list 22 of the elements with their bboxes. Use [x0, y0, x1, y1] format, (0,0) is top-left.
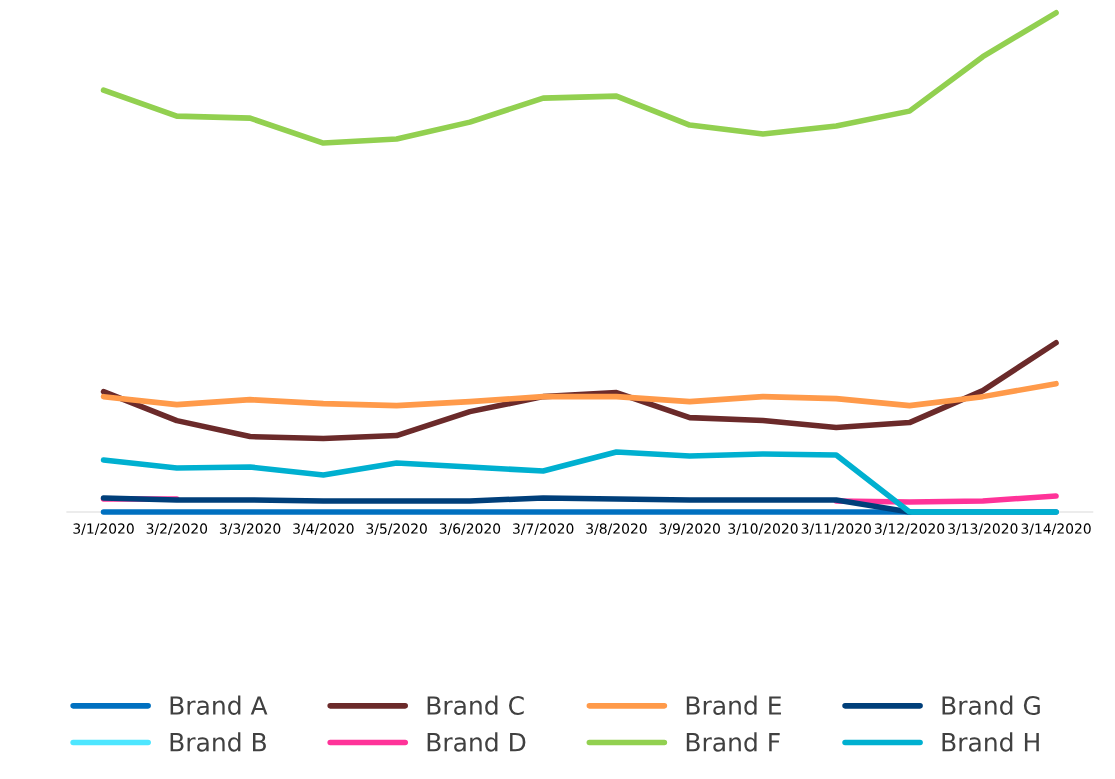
- x-tick-label: 3/6/2020: [439, 523, 501, 535]
- x-tick-label: 3/8/2020: [586, 523, 647, 535]
- x-tick-label: 3/4/2020: [293, 523, 354, 535]
- x-tick-label: 3/2/2020: [146, 523, 208, 535]
- x-tick-label: 3/14/2020: [1021, 523, 1091, 535]
- x-tick-label: 3/11/2020: [801, 523, 871, 535]
- x-tick-label: 3/9/2020: [659, 523, 720, 535]
- legend-label: Brand A: [170, 695, 268, 715]
- legend-label: Brand E: [686, 695, 781, 715]
- x-tick-label: 3/5/2020: [366, 523, 427, 535]
- x-tick-label: 3/3/2020: [219, 523, 281, 535]
- legend-label: Brand C: [427, 695, 524, 715]
- legend-label: Brand B: [170, 732, 266, 752]
- legend-label: Brand D: [427, 732, 526, 752]
- x-tick-label: 3/7/2020: [513, 523, 574, 535]
- x-tick-label: 3/1/2020: [73, 523, 134, 535]
- legend-label: Brand H: [942, 732, 1039, 752]
- legend-label: Brand F: [686, 732, 780, 752]
- x-tick-label: 3/13/2020: [948, 523, 1018, 535]
- legend-label: Brand G: [942, 695, 1040, 715]
- x-tick-label: 3/10/2020: [728, 523, 798, 535]
- x-tick-label: 3/12/2020: [874, 523, 945, 535]
